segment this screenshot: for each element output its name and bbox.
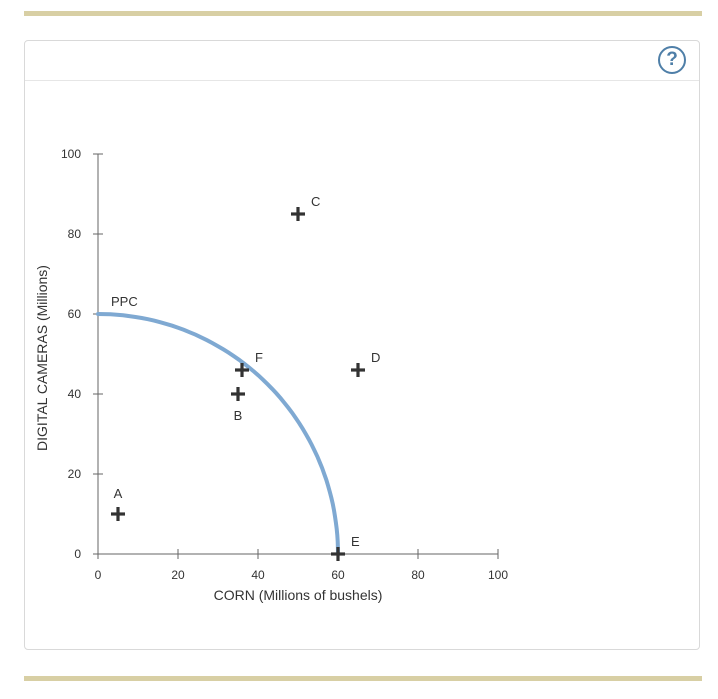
top-divider — [24, 11, 702, 16]
point-d-marker — [351, 363, 365, 377]
y-tick-label: 80 — [68, 227, 82, 241]
point-b-label: B — [234, 408, 243, 423]
question-panel: ? — [24, 40, 700, 650]
y-tick-label: 40 — [68, 387, 82, 401]
x-tick-label: 100 — [488, 568, 508, 582]
ppc-label: PPC — [111, 294, 138, 309]
x-tick-label: 40 — [251, 568, 265, 582]
y-axis-title: DIGITAL CAMERAS (Millions) — [34, 265, 50, 451]
bottom-divider — [24, 676, 702, 681]
help-icon: ? — [666, 49, 678, 70]
help-button[interactable]: ? — [658, 46, 686, 74]
point-c-marker — [291, 207, 305, 221]
point-c-label: C — [311, 194, 320, 209]
x-tick-label: 20 — [171, 568, 185, 582]
point-a-marker — [111, 507, 125, 521]
point-f-marker — [235, 363, 249, 377]
point-e-label: E — [351, 534, 360, 549]
x-tick-label: 0 — [95, 568, 102, 582]
point-a-label: A — [114, 486, 123, 501]
y-tick-label: 20 — [68, 467, 82, 481]
y-tick-label: 0 — [74, 547, 81, 561]
point-d-label: D — [371, 350, 380, 365]
y-tick-label: 100 — [61, 147, 81, 161]
point-e-marker — [331, 547, 345, 561]
x-tick-label: 60 — [331, 568, 345, 582]
point-b-marker — [231, 387, 245, 401]
ppc-curve — [96, 312, 340, 556]
y-tick-label: 60 — [68, 307, 82, 321]
panel-header: ? — [25, 41, 699, 81]
point-f-label: F — [255, 350, 263, 365]
x-tick-label: 80 — [411, 568, 425, 582]
x-axis-title: CORN (Millions of bushels) — [214, 587, 383, 603]
